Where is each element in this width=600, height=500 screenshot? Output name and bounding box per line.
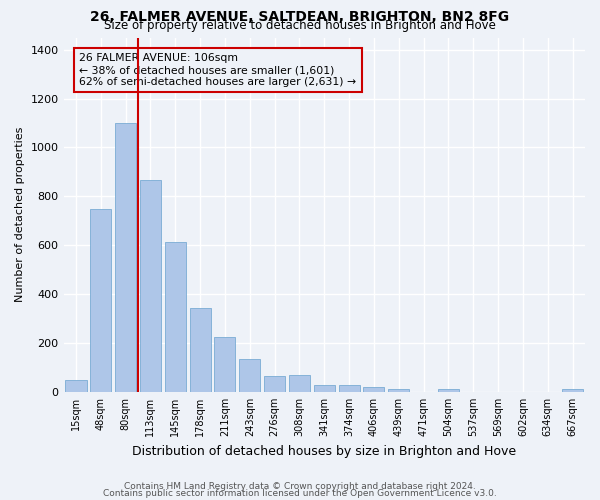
Bar [264, 376, 285, 392]
Bar [289, 375, 310, 392]
Bar [165, 242, 186, 392]
Bar [438, 390, 459, 392]
Bar [338, 384, 359, 392]
Text: Size of property relative to detached houses in Brighton and Hove: Size of property relative to detached ho… [104, 19, 496, 32]
Bar [388, 389, 409, 392]
Text: Contains HM Land Registry data © Crown copyright and database right 2024.: Contains HM Land Registry data © Crown c… [124, 482, 476, 491]
Bar [115, 123, 136, 392]
Text: 26, FALMER AVENUE, SALTDEAN, BRIGHTON, BN2 8FG: 26, FALMER AVENUE, SALTDEAN, BRIGHTON, B… [91, 10, 509, 24]
Bar [239, 359, 260, 392]
Bar [140, 180, 161, 392]
Bar [65, 380, 86, 392]
Text: Contains public sector information licensed under the Open Government Licence v3: Contains public sector information licen… [103, 489, 497, 498]
Bar [90, 208, 112, 392]
Bar [314, 384, 335, 392]
Y-axis label: Number of detached properties: Number of detached properties [15, 127, 25, 302]
Bar [562, 390, 583, 392]
X-axis label: Distribution of detached houses by size in Brighton and Hove: Distribution of detached houses by size … [132, 444, 517, 458]
Bar [214, 337, 235, 392]
Bar [190, 308, 211, 392]
Bar [364, 386, 385, 392]
Text: 26 FALMER AVENUE: 106sqm
← 38% of detached houses are smaller (1,601)
62% of sem: 26 FALMER AVENUE: 106sqm ← 38% of detach… [79, 54, 356, 86]
